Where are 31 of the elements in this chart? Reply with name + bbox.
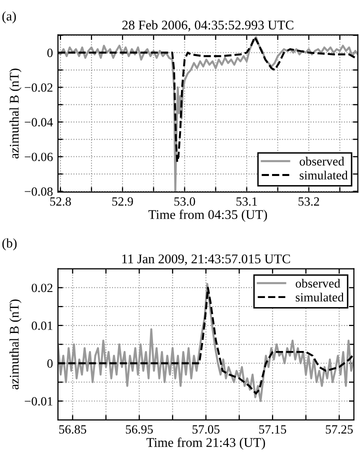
chart-title: 11 Jan 2009, 21:43:57.015 UTC bbox=[122, 254, 290, 266]
y-axis-title: azimuthal B (nT) bbox=[9, 68, 22, 158]
y-tick-label: 0 bbox=[47, 359, 53, 368]
y-tick-label: −0.08 bbox=[24, 187, 53, 196]
y-tick-label: −0.04 bbox=[24, 118, 53, 127]
text: (a) bbox=[2, 11, 16, 24]
y-axis-title: azimuthal B (nT) bbox=[9, 300, 22, 390]
y-tick-label: −0.01 bbox=[24, 397, 52, 406]
y-tick-label: 0.02 bbox=[32, 284, 52, 292]
x-axis-title: Time from 04:35 (UT) bbox=[148, 210, 267, 222]
y-tick-label: −0.02 bbox=[24, 83, 52, 92]
x-tick-label: 53.1 bbox=[236, 197, 257, 206]
x-tick-label: 52.9 bbox=[112, 197, 133, 206]
y-tick-label: 0 bbox=[47, 48, 53, 58]
x-tick-label: 53.0 bbox=[174, 197, 196, 206]
legend-label: observed bbox=[296, 278, 340, 288]
x-tick-label: 57.15 bbox=[259, 425, 286, 434]
x-axis-title: Time from 21:43 (UT) bbox=[146, 438, 266, 450]
chart-title: 28 Feb 2006, 04:35:52.993 UTC bbox=[122, 20, 294, 32]
legend-label: observed bbox=[300, 156, 344, 166]
x-tick-label: 57.05 bbox=[192, 425, 220, 434]
x-tick-label: 56.95 bbox=[126, 425, 153, 434]
legend-label: simulated bbox=[300, 170, 348, 180]
y-tick-label: −0.06 bbox=[24, 152, 53, 162]
y-tick-label: 0.01 bbox=[32, 321, 52, 330]
x-tick-label: 57.25 bbox=[326, 425, 353, 434]
x-tick-label: 56.85 bbox=[59, 425, 86, 434]
text: (b) bbox=[2, 238, 17, 250]
x-tick-label: 52.8 bbox=[50, 197, 71, 206]
legend-label: simulated bbox=[296, 292, 344, 302]
x-tick-label: 53.2 bbox=[298, 197, 320, 206]
